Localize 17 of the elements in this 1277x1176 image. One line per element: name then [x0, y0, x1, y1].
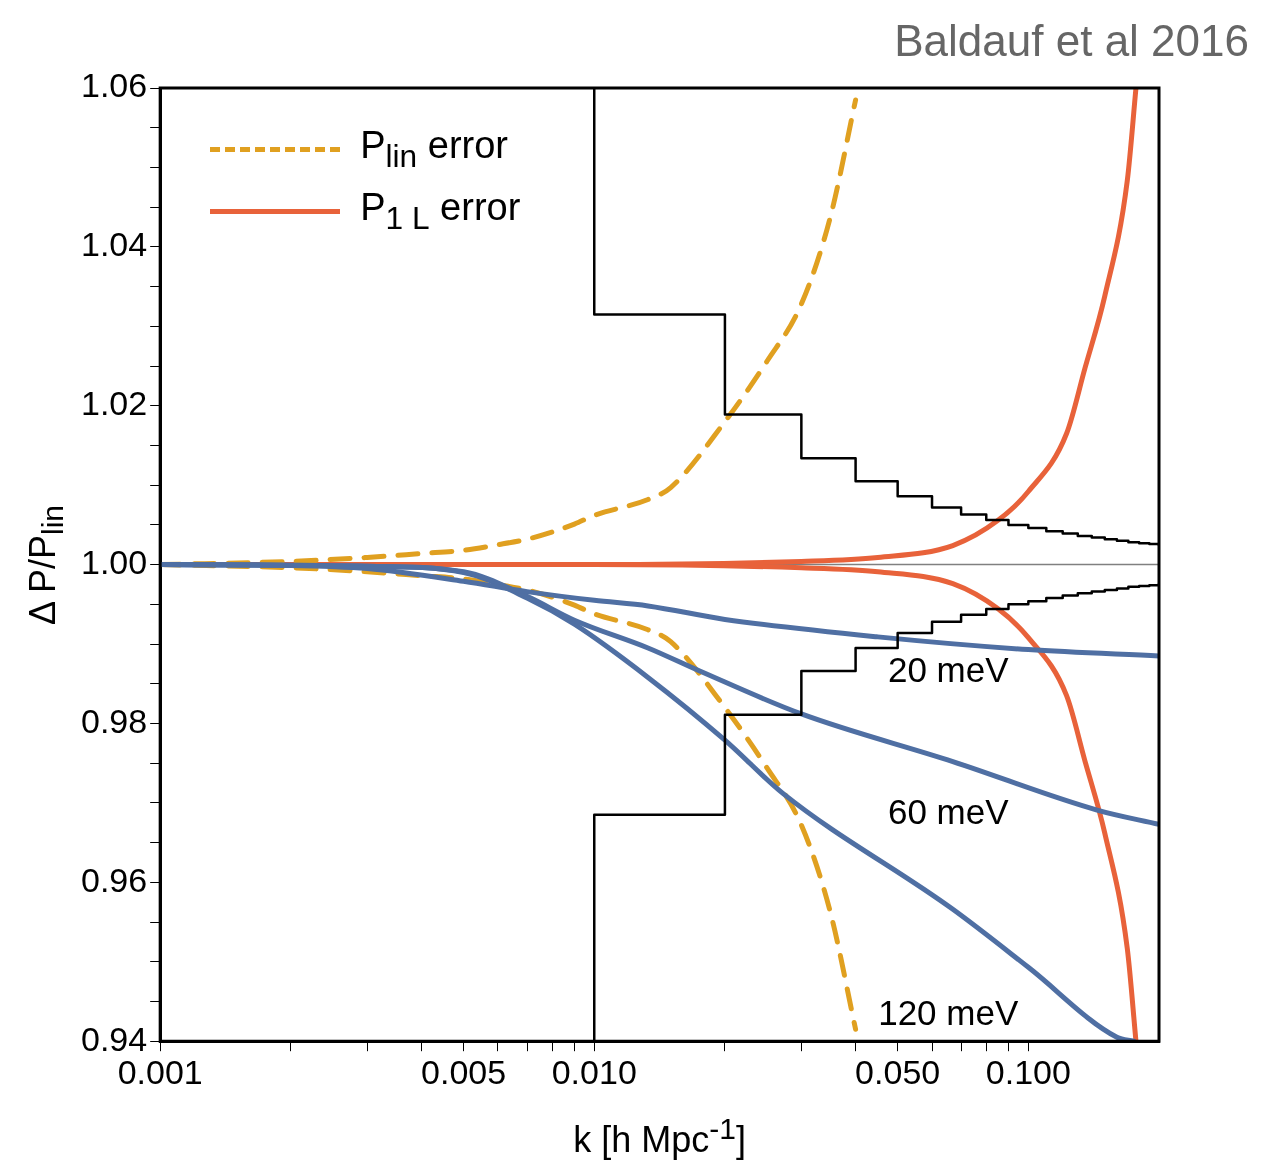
- annotation: 120 meV: [878, 992, 1019, 1033]
- x-tick-label: 0.010: [551, 1052, 637, 1091]
- y-tick-label: 1.06: [80, 66, 148, 105]
- x-tick-label: 0.005: [421, 1052, 507, 1091]
- legend-label: P$_{1 L}$ error: [360, 185, 521, 237]
- y-tick-label: 0.96: [80, 860, 148, 899]
- y-tick-label: 1.02: [80, 384, 148, 423]
- x-tick-label: 0.050: [855, 1052, 941, 1091]
- legend-label: P$_{lin}$ error: [360, 123, 508, 175]
- x-axis-title: k [h Mpc$^{-1}$]: [572, 1112, 747, 1161]
- x-tick-label: 0.100: [985, 1052, 1071, 1091]
- y-tick-label: 0.98: [80, 701, 148, 740]
- y-tick-label: 1.04: [80, 225, 148, 264]
- annotation: 20 meV: [887, 650, 1009, 691]
- y-tick-label: 1.00: [80, 542, 148, 581]
- text: Baldauf et al 2016: [894, 16, 1249, 66]
- annotation: 60 meV: [887, 792, 1009, 833]
